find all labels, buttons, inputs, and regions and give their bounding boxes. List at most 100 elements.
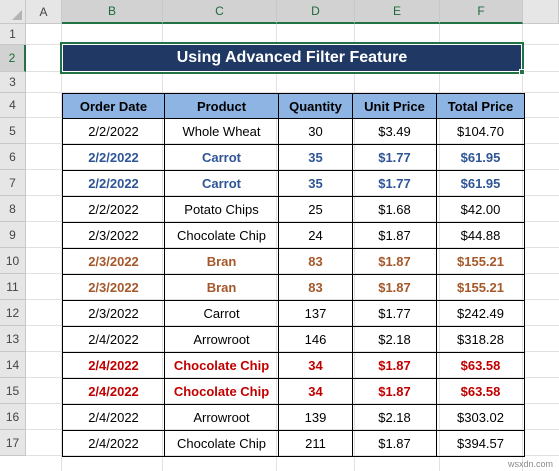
table-row: 2/4/2022 Chocolate Chip 34 $1.87 $63.58 [62, 378, 525, 405]
table-cell[interactable]: 83 [278, 274, 353, 301]
table-cell[interactable]: $104.70 [436, 118, 525, 145]
table-cell[interactable]: Chocolate Chip [164, 430, 279, 457]
table-cell[interactable]: 30 [278, 118, 353, 145]
table-cell[interactable]: Chocolate Chip [164, 378, 279, 405]
table-cell[interactable]: 2/4/2022 [62, 404, 165, 431]
table-cell[interactable]: Potato Chips [164, 196, 279, 223]
table-cell[interactable]: 24 [278, 222, 353, 249]
table-cell[interactable]: $155.21 [436, 274, 525, 301]
table-cell[interactable]: 2/4/2022 [62, 326, 165, 353]
column-header-d[interactable]: D [277, 0, 355, 24]
table-cell[interactable]: $1.87 [352, 274, 437, 301]
row-header-16[interactable]: 16 [0, 404, 26, 430]
table-cell[interactable]: $1.87 [352, 430, 437, 457]
header-cell-order-date[interactable]: Order Date [62, 93, 165, 119]
table-cell[interactable]: 35 [278, 170, 353, 197]
table-row: 2/4/2022 Chocolate Chip 211 $1.87 $394.57 [62, 430, 525, 457]
table-cell[interactable]: $242.49 [436, 300, 525, 327]
row-header-12[interactable]: 12 [0, 300, 26, 326]
table-cell[interactable]: $1.87 [352, 222, 437, 249]
header-cell-unit-price[interactable]: Unit Price [352, 93, 437, 119]
table-cell[interactable]: Chocolate Chip [164, 352, 279, 379]
table-cell[interactable]: $303.02 [436, 404, 525, 431]
header-cell-product[interactable]: Product [164, 93, 279, 119]
column-header-c[interactable]: C [163, 0, 277, 24]
table-cell[interactable]: 2/4/2022 [62, 378, 165, 405]
table-cell[interactable]: Bran [164, 274, 279, 301]
table-cell[interactable]: $1.87 [352, 378, 437, 405]
table-cell[interactable]: 2/2/2022 [62, 118, 165, 145]
watermark: wsxdn.com [507, 459, 553, 469]
table-cell[interactable]: 137 [278, 300, 353, 327]
table-cell[interactable]: Arrowroot [164, 404, 279, 431]
table-cell[interactable]: 2/2/2022 [62, 196, 165, 223]
row-header-6[interactable]: 6 [0, 144, 26, 170]
fill-handle[interactable] [519, 69, 525, 75]
table-cell[interactable]: 2/4/2022 [62, 430, 165, 457]
table-cell[interactable]: Carrot [164, 170, 279, 197]
row-header-1[interactable]: 1 [0, 24, 26, 45]
select-all-button[interactable] [0, 0, 26, 24]
table-cell[interactable]: 2/4/2022 [62, 352, 165, 379]
row-header-4[interactable]: 4 [0, 93, 26, 118]
row-header-11[interactable]: 11 [0, 274, 26, 300]
table-cell[interactable]: Whole Wheat [164, 118, 279, 145]
table-cell[interactable]: 2/2/2022 [62, 170, 165, 197]
row-header-10[interactable]: 10 [0, 248, 26, 274]
row-header-5[interactable]: 5 [0, 118, 26, 144]
row-header-8[interactable]: 8 [0, 196, 26, 222]
table-cell[interactable]: $63.58 [436, 352, 525, 379]
table-cell[interactable]: $63.58 [436, 378, 525, 405]
row-header-13[interactable]: 13 [0, 326, 26, 352]
table-cell[interactable]: 35 [278, 144, 353, 171]
table-cell[interactable]: 2/3/2022 [62, 300, 165, 327]
table-cell[interactable]: $2.18 [352, 404, 437, 431]
table-cell[interactable]: 2/3/2022 [62, 222, 165, 249]
title-cell[interactable]: Using Advanced Filter Feature [60, 42, 524, 74]
column-header-b[interactable]: B [62, 0, 163, 24]
table-cell[interactable]: $1.77 [352, 144, 437, 171]
row-header-7[interactable]: 7 [0, 170, 26, 196]
table-cell[interactable]: Carrot [164, 144, 279, 171]
table-cell[interactable]: 211 [278, 430, 353, 457]
column-header-a[interactable]: A [26, 0, 62, 24]
row-header-9[interactable]: 9 [0, 222, 26, 248]
table-cell[interactable]: $42.00 [436, 196, 525, 223]
table-cell[interactable]: $1.77 [352, 300, 437, 327]
table-cell[interactable]: Bran [164, 248, 279, 275]
table-cell[interactable]: 83 [278, 248, 353, 275]
table-cell[interactable]: $318.28 [436, 326, 525, 353]
header-cell-quantity[interactable]: Quantity [278, 93, 353, 119]
header-cell-total-price[interactable]: Total Price [436, 93, 525, 119]
column-header-e[interactable]: E [355, 0, 440, 24]
row-header-17[interactable]: 17 [0, 430, 26, 456]
table-cell[interactable]: $2.18 [352, 326, 437, 353]
table-cell[interactable]: 34 [278, 352, 353, 379]
table-cell[interactable]: $1.68 [352, 196, 437, 223]
table-cell[interactable]: $1.87 [352, 248, 437, 275]
table-cell[interactable]: 34 [278, 378, 353, 405]
row-header-3[interactable]: 3 [0, 72, 26, 93]
row-header-14[interactable]: 14 [0, 352, 26, 378]
table-cell[interactable]: 146 [278, 326, 353, 353]
table-cell[interactable]: $44.88 [436, 222, 525, 249]
table-cell[interactable]: 2/2/2022 [62, 144, 165, 171]
table-cell[interactable]: $61.95 [436, 170, 525, 197]
table-cell[interactable]: 2/3/2022 [62, 248, 165, 275]
row-header-2[interactable]: 2 [0, 45, 26, 72]
table-cell[interactable]: Carrot [164, 300, 279, 327]
table-cell[interactable]: $3.49 [352, 118, 437, 145]
table-cell[interactable]: $1.77 [352, 170, 437, 197]
column-header-f[interactable]: F [440, 0, 523, 24]
table-cell[interactable]: $61.95 [436, 144, 525, 171]
table-row: 2/3/2022 Bran 83 $1.87 $155.21 [62, 274, 525, 301]
row-header-15[interactable]: 15 [0, 378, 26, 404]
table-cell[interactable]: Arrowroot [164, 326, 279, 353]
table-cell[interactable]: 2/3/2022 [62, 274, 165, 301]
table-cell[interactable]: $155.21 [436, 248, 525, 275]
table-cell[interactable]: $394.57 [436, 430, 525, 457]
table-cell[interactable]: Chocolate Chip [164, 222, 279, 249]
table-cell[interactable]: $1.87 [352, 352, 437, 379]
table-cell[interactable]: 25 [278, 196, 353, 223]
table-cell[interactable]: 139 [278, 404, 353, 431]
